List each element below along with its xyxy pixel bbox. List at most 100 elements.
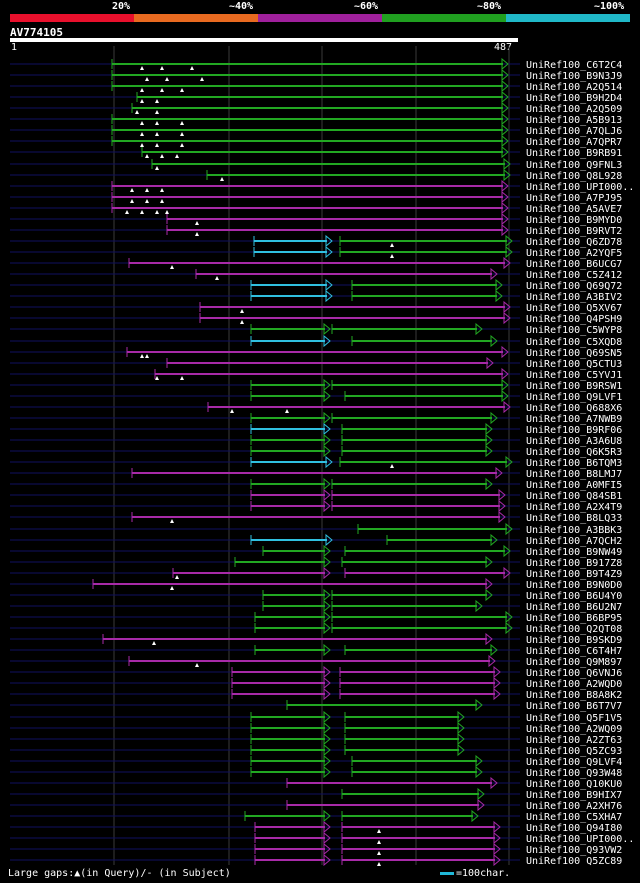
gap-marker bbox=[125, 210, 129, 214]
identity-label-80: ~80% bbox=[477, 1, 502, 12]
hit-arrowhead bbox=[493, 831, 501, 845]
hit-label: UniRef100_B6BP95 bbox=[526, 613, 622, 624]
hit-arrowhead bbox=[505, 610, 513, 624]
hit-label: UniRef100_B9NW49 bbox=[526, 547, 622, 558]
hit-arrowhead bbox=[323, 433, 331, 447]
gap-marker bbox=[140, 121, 144, 125]
hit-arrowhead bbox=[323, 544, 331, 558]
hit-arrowhead bbox=[323, 809, 331, 823]
hit-arrowhead bbox=[498, 499, 506, 513]
hit-label: UniRef100_C5WYP8 bbox=[526, 325, 622, 336]
gap-marker bbox=[180, 143, 184, 147]
hit-label: UniRef100_B9N3J9 bbox=[526, 71, 622, 82]
hit-label: UniRef100_B8A8K2 bbox=[526, 690, 622, 701]
hit-label: UniRef100_Q688X6 bbox=[526, 403, 622, 414]
hit-arrowhead bbox=[325, 289, 333, 303]
hit-arrowhead bbox=[475, 599, 483, 613]
hit-label: UniRef100_A7NWB9 bbox=[526, 414, 622, 425]
hit-arrowhead bbox=[323, 643, 331, 657]
hit-arrowhead bbox=[493, 687, 501, 701]
gap-legend: Large gaps:▲(in Query)/- (in Subject) bbox=[8, 868, 231, 879]
identity-label-40: ~40% bbox=[229, 1, 254, 12]
query-start: 1 bbox=[11, 42, 18, 53]
gap-marker bbox=[180, 376, 184, 380]
hit-arrowhead bbox=[485, 477, 493, 491]
gap-marker bbox=[160, 188, 164, 192]
hit-arrowhead bbox=[505, 234, 513, 248]
gap-marker bbox=[230, 409, 234, 413]
gap-marker bbox=[377, 851, 381, 855]
hit-arrowhead bbox=[475, 322, 483, 336]
gap-marker bbox=[130, 199, 134, 203]
hit-label: UniRef100_A7QCH2 bbox=[526, 536, 622, 547]
hit-label: UniRef100_B917Z8 bbox=[526, 558, 622, 569]
hit-label: UniRef100_B8LQ33 bbox=[526, 513, 622, 524]
gap-marker bbox=[165, 77, 169, 81]
hit-label: UniRef100_Q4PSH9 bbox=[526, 314, 622, 325]
hit-arrowhead bbox=[503, 544, 511, 558]
hit-arrowhead bbox=[323, 610, 331, 624]
gap-marker bbox=[140, 132, 144, 136]
hit-arrowhead bbox=[501, 68, 509, 82]
hit-label: UniRef100_Q69Q72 bbox=[526, 281, 622, 292]
gap-marker bbox=[140, 99, 144, 103]
query-bar bbox=[10, 38, 518, 42]
identity-label-100: ~100% bbox=[594, 1, 625, 12]
hit-label: UniRef100_B9HIX7 bbox=[526, 790, 622, 801]
hit-label: UniRef100_A5B913 bbox=[526, 115, 622, 126]
hit-arrowhead bbox=[323, 710, 331, 724]
hit-arrowhead bbox=[323, 555, 331, 569]
hit-label: UniRef100_A2YQF5 bbox=[526, 248, 622, 259]
hit-arrowhead bbox=[503, 157, 511, 171]
hit-arrowhead bbox=[503, 256, 511, 270]
hit-arrowhead bbox=[495, 278, 503, 292]
hit-arrowhead bbox=[323, 499, 331, 513]
hit-arrowhead bbox=[485, 422, 493, 436]
hit-label: UniRef100_Q84SB1 bbox=[526, 491, 622, 502]
hit-arrowhead bbox=[323, 842, 331, 856]
hit-arrowhead bbox=[477, 787, 485, 801]
scale-legend: =100char. bbox=[440, 868, 510, 879]
hit-arrowhead bbox=[323, 444, 331, 458]
gap-marker bbox=[240, 320, 244, 324]
hit-arrowhead bbox=[490, 267, 498, 281]
hit-arrowhead bbox=[505, 245, 513, 259]
hit-arrowhead bbox=[501, 345, 509, 359]
hit-label: UniRef100_Q69SN5 bbox=[526, 348, 622, 359]
hit-arrowhead bbox=[485, 555, 493, 569]
hit-label: UniRef100_Q8L928 bbox=[526, 171, 622, 182]
hit-label: UniRef100_Q9M897 bbox=[526, 657, 622, 668]
gap-marker bbox=[160, 66, 164, 70]
gap-marker bbox=[240, 309, 244, 313]
gap-marker bbox=[195, 663, 199, 667]
hit-arrowhead bbox=[501, 179, 509, 193]
gap-marker bbox=[170, 519, 174, 523]
hit-label: UniRef100_A2Q514 bbox=[526, 82, 622, 93]
scale-legend-text: =100char. bbox=[456, 868, 511, 879]
gap-marker bbox=[145, 199, 149, 203]
gap-marker bbox=[215, 276, 219, 280]
gap-marker bbox=[200, 77, 204, 81]
gap-marker bbox=[130, 188, 134, 192]
hit-label: UniRef100_Q9LVF4 bbox=[526, 757, 622, 768]
hit-arrowhead bbox=[323, 743, 331, 757]
hit-label: UniRef100_C5Z412 bbox=[526, 270, 622, 281]
hit-arrowhead bbox=[505, 455, 513, 469]
hit-label: UniRef100_Q94I80 bbox=[526, 823, 622, 834]
hit-arrowhead bbox=[323, 566, 331, 580]
gap-marker bbox=[285, 409, 289, 413]
gap-marker bbox=[390, 254, 394, 258]
gap-marker bbox=[390, 464, 394, 468]
hit-arrowhead bbox=[485, 577, 493, 591]
hit-label: UniRef100_B6TQM3 bbox=[526, 458, 622, 469]
hit-arrowhead bbox=[325, 234, 333, 248]
hit-label: UniRef100_Q93W48 bbox=[526, 768, 622, 779]
hit-arrowhead bbox=[323, 721, 331, 735]
hit-arrowhead bbox=[323, 665, 331, 679]
gap-marker bbox=[140, 143, 144, 147]
hit-label: UniRef100_C6T2C4 bbox=[526, 60, 622, 71]
hit-arrowhead bbox=[493, 676, 501, 690]
hit-arrowhead bbox=[501, 123, 509, 137]
hit-arrowhead bbox=[323, 820, 331, 834]
identity-label-20: 20% bbox=[112, 1, 131, 12]
